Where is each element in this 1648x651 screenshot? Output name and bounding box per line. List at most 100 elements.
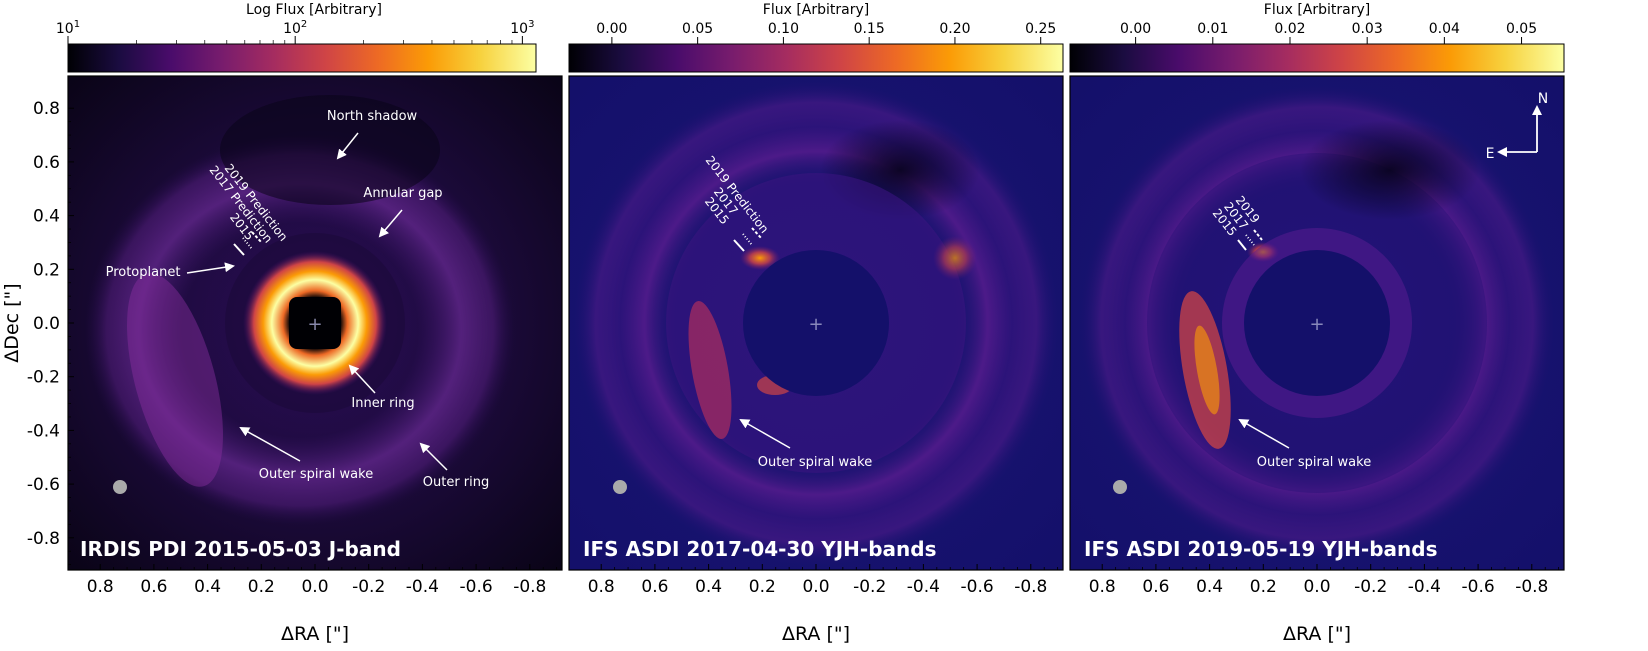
arrow-outer-spiral-wake <box>239 427 301 462</box>
marker-2019-dashed <box>251 231 263 244</box>
compass-east-label: E <box>1486 146 1495 162</box>
star-center-marker: + <box>808 314 823 335</box>
compass: N E <box>1486 91 1549 162</box>
y-tick-label: 0.2 <box>33 260 60 280</box>
x-tick-label: -0.6 <box>1462 577 1495 597</box>
colorbar-tick-label: 103 <box>510 19 534 37</box>
colorbar-tick-label: 0.02 <box>1274 21 1305 37</box>
y-axis: 0.8 0.6 0.4 0.2 0.0 -0.2 -0.4 -0.6 -0.8 <box>27 99 74 566</box>
y-tick-label: -0.4 <box>27 421 60 441</box>
label-outer-spiral-wake: Outer spiral wake <box>758 455 872 470</box>
colorbar-tick-label: 102 <box>283 19 307 37</box>
x-axis-title: ΔRA ["] <box>782 623 850 645</box>
marker-2019-dashed <box>1253 229 1263 241</box>
x-tick-label: 0.2 <box>749 577 776 597</box>
x-tick-label: 0.2 <box>1250 577 1277 597</box>
arrow-annular-gap <box>378 209 403 238</box>
label-outer-spiral-wake: Outer spiral wake <box>259 467 373 482</box>
marker-2019-dashed <box>751 227 763 240</box>
colorbar-label: Flux [Arbitrary] <box>1264 2 1370 18</box>
y-tick-label: 0.8 <box>33 99 60 119</box>
x-tick-label: 0.0 <box>301 577 328 597</box>
label-north-shadow: North shadow <box>327 109 418 124</box>
panel-title: IRDIS PDI 2015-05-03 J-band <box>80 537 401 561</box>
x-tick-label: -0.4 <box>907 577 940 597</box>
outer-spiral-feature <box>127 273 223 487</box>
beam-size-marker <box>113 480 127 494</box>
x-tick-label: 0.4 <box>695 577 722 597</box>
colorbar-ticks: 101 102 103 <box>56 19 534 44</box>
label-protoplanet: Protoplanet <box>106 265 181 280</box>
bright-spot <box>933 236 977 280</box>
x-tick-label: -0.4 <box>406 577 439 597</box>
arrow-north-shadow <box>336 132 359 160</box>
colorbar-label: Log Flux [Arbitrary] <box>246 2 382 18</box>
colorbar-ticks: 0.00 0.05 0.10 0.15 0.20 0.25 <box>596 21 1056 44</box>
colorbar-label: Flux [Arbitrary] <box>763 2 869 18</box>
x-tick-label: 0.6 <box>1142 577 1169 597</box>
x-tick-label: -0.8 <box>1515 577 1548 597</box>
marker-2015-solid <box>733 239 745 252</box>
coronagraph-mask <box>743 250 889 396</box>
colorbar-panel-1: Log Flux [Arbitrary] 101 102 103 <box>56 2 537 73</box>
colorbar-tick-label: 0.04 <box>1429 21 1460 37</box>
marker-2017-dotted <box>1245 234 1255 246</box>
colorbar-tick-label: 0.00 <box>596 21 627 37</box>
arrow-outer-ring <box>419 442 448 471</box>
x-tick-label: 0.8 <box>87 577 114 597</box>
compass-north-label: N <box>1538 91 1548 107</box>
y-tick-label: 0.4 <box>33 207 60 227</box>
colorbar-tick-label: 0.15 <box>854 21 885 37</box>
x-tick-label: 0.8 <box>1089 577 1116 597</box>
arrow-outer-spiral-wake <box>739 419 791 449</box>
colorbar-tick-label: 0.03 <box>1352 21 1383 37</box>
outer-spiral-feature <box>688 300 732 440</box>
beam-size-marker <box>1113 480 1127 494</box>
y-tick-label: -0.8 <box>27 529 60 549</box>
x-tick-label: -0.6 <box>460 577 493 597</box>
colorbar-tick-label: 0.01 <box>1197 21 1228 37</box>
colorbar-tick-label: 0.05 <box>682 21 713 37</box>
x-tick-label: 0.6 <box>140 577 167 597</box>
x-tick-label: -0.2 <box>1354 577 1387 597</box>
colorbar-gradient <box>568 43 1064 73</box>
y-tick-label: 0.0 <box>33 314 60 334</box>
colorbar-panel-3: Flux [Arbitrary] 0.00 0.01 0.02 0.03 0.04 0.0… <box>1069 2 1565 73</box>
colorbar-tick-label: 0.25 <box>1025 21 1056 37</box>
star-center-marker: + <box>1309 314 1324 335</box>
panel-irdis: + North shadow Annular gap Protoplanet I… <box>68 76 562 570</box>
coronagraph-mask <box>289 297 341 349</box>
x-tick-label: -0.6 <box>961 577 994 597</box>
colorbar-tick-label: 101 <box>56 19 80 37</box>
panel-ifs-2019: + 2019 2017 2015 Outer spiral wake N E I… <box>1070 76 1564 570</box>
panel-title: IFS ASDI 2019-05-19 YJH-bands <box>1084 537 1438 561</box>
star-center-marker: + <box>307 314 322 335</box>
x-tick-label: -0.2 <box>853 577 886 597</box>
x-tick-label: 0.6 <box>641 577 668 597</box>
colorbar-panel-2: Flux [Arbitrary] 0.00 0.05 0.10 0.15 0.20 0.2… <box>568 2 1064 73</box>
x-tick-label: 0.0 <box>1303 577 1330 597</box>
panel-title: IFS ASDI 2017-04-30 YJH-bands <box>583 537 937 561</box>
x-tick-label: 0.4 <box>1196 577 1223 597</box>
colorbar-gradient <box>67 43 537 73</box>
arrow-outer-spiral-wake <box>1238 419 1290 449</box>
x-tick-label: 0.2 <box>248 577 275 597</box>
protoplanet-blob <box>740 246 780 270</box>
label-inner-ring: Inner ring <box>351 396 414 411</box>
colorbar-tick-label: 0.20 <box>939 21 970 37</box>
colorbar-ticks: 0.00 0.01 0.02 0.03 0.04 0.05 <box>1120 21 1537 44</box>
x-tick-label: -0.2 <box>352 577 385 597</box>
x-tick-label: -0.8 <box>513 577 546 597</box>
label-outer-ring: Outer ring <box>423 475 490 490</box>
label-annular-gap: Annular gap <box>363 186 442 201</box>
y-tick-label: -0.6 <box>27 475 60 495</box>
y-axis-title: ΔDec ["] <box>1 283 23 362</box>
label-outer-spiral-wake: Outer spiral wake <box>1257 455 1371 470</box>
x-tick-label: -0.8 <box>1014 577 1047 597</box>
panel-ifs-2017: + 2019 Prediction 2017 2015 Outer spiral… <box>569 76 1063 570</box>
beam-size-marker <box>613 480 627 494</box>
x-axes: 0.8 0.6 0.4 0.2 0.0 -0.2 -0.4 -0.6 -0.8 0.8 0.6 0.4… <box>87 564 1560 597</box>
x-tick-label: 0.8 <box>588 577 615 597</box>
arrow-inner-ring <box>348 364 376 394</box>
dark-region <box>1300 120 1480 220</box>
